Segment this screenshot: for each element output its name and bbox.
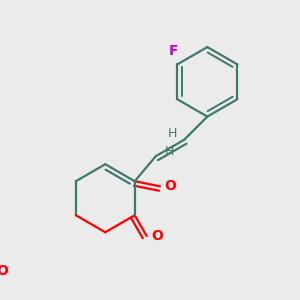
Text: O: O xyxy=(151,229,163,243)
Text: H: H xyxy=(165,145,174,158)
Text: O: O xyxy=(164,179,176,193)
Text: H: H xyxy=(168,127,178,140)
Text: O: O xyxy=(0,264,8,278)
Text: F: F xyxy=(169,44,178,58)
